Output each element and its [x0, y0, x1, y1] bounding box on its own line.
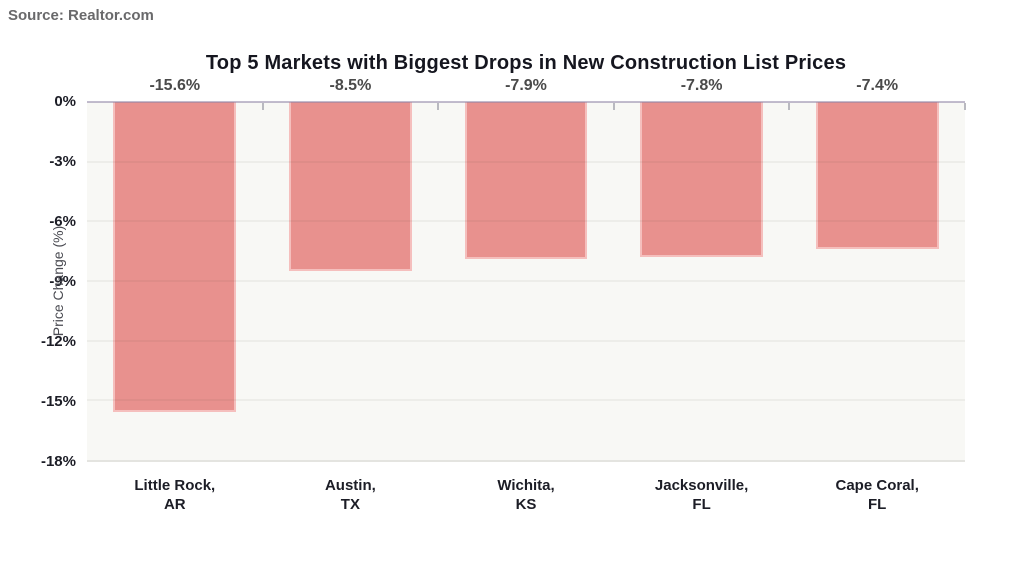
x-tick-label-line: FL	[692, 496, 711, 513]
bar-austin	[288, 102, 412, 272]
value-label: -15.6%	[149, 77, 201, 94]
bar-capecoral	[815, 102, 939, 250]
y-tick-label: 0%	[54, 93, 76, 110]
axis-tick	[788, 103, 791, 110]
zero-axis-line	[87, 101, 965, 103]
x-tick-label-line: TX	[340, 496, 360, 513]
gridline	[87, 339, 965, 342]
bar-wichita	[464, 102, 588, 260]
x-tick-label: Cape Coral, FL	[836, 476, 919, 514]
x-tick-label: Little Rock, AR	[134, 476, 215, 514]
value-label: -7.4%	[856, 77, 899, 94]
gridline	[87, 220, 965, 223]
bar-jacksonville	[640, 102, 764, 258]
y-tick-label: -9%	[49, 273, 76, 290]
x-tick-label-line: KS	[515, 496, 537, 513]
value-label: -7.9%	[505, 77, 547, 94]
y-tick-label: -15%	[40, 393, 76, 410]
axis-tick	[261, 103, 264, 110]
x-tick-label-line: Austin,	[324, 477, 376, 494]
y-tick-label: -6%	[49, 213, 76, 230]
bar-littlerock	[113, 102, 237, 413]
plot-area	[87, 101, 966, 462]
y-axis-tick-labels: 0% -3% -6% -9% -12% -15% -18%	[0, 0, 76, 579]
y-tick-label: -3%	[49, 153, 76, 170]
x-axis-tick-labels: Little Rock, AR Austin, TX Wichita, KS Jackson…	[87, 476, 965, 520]
y-tick-label: -12%	[40, 333, 76, 350]
x-tick-label-line: Jacksonville,	[654, 477, 749, 494]
axis-tick	[964, 103, 966, 110]
x-tick-label: Wichita, KS	[497, 476, 554, 514]
value-labels-row: -15.6% -8.5% -7.9% -7.8% -7.4%	[87, 76, 965, 96]
x-tick-label-line: Wichita,	[497, 477, 555, 494]
x-tick-label-line: Cape Coral,	[835, 477, 919, 494]
x-tick-label-line: AR	[163, 496, 186, 513]
gridline	[87, 280, 965, 282]
x-tick-label-line: Little Rock,	[134, 477, 216, 494]
x-tick-label: Austin, TX	[325, 476, 376, 514]
value-label: -8.5%	[329, 77, 372, 94]
axis-tick	[612, 103, 615, 110]
gridline	[87, 399, 965, 402]
value-label: -7.8%	[680, 77, 723, 94]
gridline	[87, 160, 965, 163]
chart-title: Top 5 Markets with Biggest Drops in New …	[205, 52, 847, 74]
x-tick-label: Jacksonville, FL	[655, 476, 748, 514]
y-axis-title: Price Change (%)	[50, 225, 66, 337]
y-tick-label: -18%	[40, 453, 76, 470]
axis-tick	[437, 103, 440, 110]
source-label: Source: Realtor.com	[8, 7, 154, 24]
x-tick-label-line: FL	[868, 496, 887, 513]
